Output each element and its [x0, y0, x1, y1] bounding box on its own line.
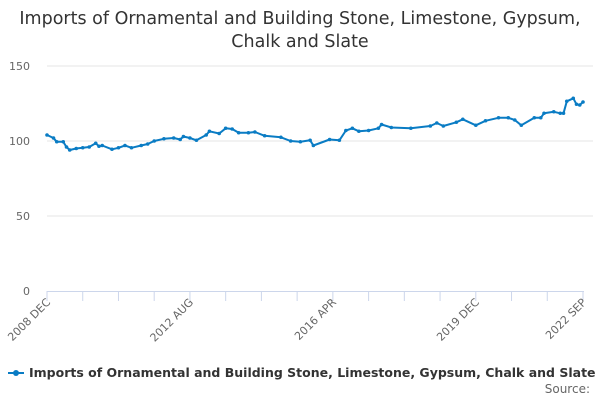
- data-point: [308, 138, 312, 143]
- data-point: [483, 118, 488, 123]
- data-point: [298, 139, 303, 144]
- data-point: [288, 139, 293, 143]
- data-point: [532, 115, 537, 120]
- data-point: [561, 111, 566, 116]
- data-point: [145, 142, 150, 146]
- data-point: [181, 134, 186, 139]
- data-point: [162, 136, 166, 141]
- data-point: [194, 138, 199, 143]
- x-tick-label: 2008 DEC: [5, 296, 53, 344]
- data-point: [67, 148, 72, 152]
- data-point: [100, 143, 105, 148]
- data-point: [344, 128, 348, 133]
- data-point: [253, 130, 257, 134]
- legend-label: Imports of Ornamental and Building Stone…: [29, 365, 596, 380]
- data-point: [45, 133, 49, 137]
- x-tick-label: 2016 APR: [292, 296, 339, 343]
- data-point: [230, 127, 234, 131]
- data-point: [538, 115, 543, 120]
- data-point: [123, 143, 127, 148]
- data-point: [93, 141, 98, 146]
- y-tick-label: 150: [9, 60, 30, 73]
- data-point: [409, 126, 413, 131]
- y-tick-label: 100: [9, 135, 30, 148]
- data-point: [116, 145, 121, 150]
- data-point: [571, 96, 576, 101]
- data-point: [574, 102, 579, 107]
- data-point: [178, 137, 182, 142]
- data-point: [512, 118, 517, 122]
- data-point: [204, 133, 208, 137]
- data-point: [110, 147, 114, 152]
- data-point: [376, 126, 381, 131]
- x-tick-label: 2012 AUG: [148, 296, 197, 345]
- data-point: [64, 145, 69, 149]
- data-point: [171, 136, 176, 140]
- data-point: [564, 99, 569, 104]
- data-point: [454, 120, 459, 125]
- data-point: [246, 130, 251, 135]
- data-point: [441, 124, 446, 128]
- data-point: [97, 144, 101, 149]
- data-point: [542, 111, 546, 116]
- data-point: [87, 145, 92, 149]
- data-point: [236, 130, 241, 135]
- data-point: [474, 123, 478, 128]
- x-tick-label: 2019 DEC: [434, 296, 482, 344]
- data-point: [80, 145, 85, 150]
- series-line: [46, 97, 584, 151]
- chart-title: Imports of Ornamental and Building Stone…: [19, 9, 581, 52]
- data-point: [379, 122, 384, 127]
- data-point: [327, 137, 332, 142]
- data-point: [577, 103, 582, 107]
- data-point: [496, 115, 501, 120]
- data-point: [207, 129, 212, 134]
- y-tick-label: 50: [16, 210, 30, 223]
- x-tick-label: 2022 SEP: [543, 296, 589, 342]
- data-point: [435, 121, 439, 125]
- data-point: [506, 115, 511, 120]
- data-point: [311, 143, 316, 148]
- y-tick-label: 0: [23, 285, 30, 298]
- legend-line-marker-icon: [8, 369, 24, 376]
- data-point: [389, 125, 394, 130]
- data-point: [129, 145, 134, 150]
- data-point: [337, 138, 342, 143]
- data-point: [223, 126, 228, 131]
- data-point: [279, 135, 283, 140]
- data-point: [366, 128, 371, 133]
- data-point: [217, 131, 221, 136]
- data-point: [139, 143, 144, 148]
- data-point: [54, 139, 59, 144]
- data-point: [350, 126, 355, 131]
- data-point: [558, 111, 563, 116]
- data-point: [74, 146, 79, 151]
- data-point: [188, 136, 192, 140]
- data-point: [262, 133, 267, 138]
- data-point: [152, 139, 156, 143]
- legend-item[interactable]: Imports of Ornamental and Building Stone…: [8, 365, 596, 380]
- data-point: [551, 109, 556, 114]
- data-point: [519, 123, 524, 128]
- source-label: Source:: [544, 382, 590, 396]
- data-point: [357, 129, 361, 134]
- data-point: [51, 136, 56, 140]
- data-point: [461, 117, 465, 122]
- data-point: [61, 139, 66, 144]
- data-point: [581, 100, 585, 104]
- data-point: [428, 124, 433, 128]
